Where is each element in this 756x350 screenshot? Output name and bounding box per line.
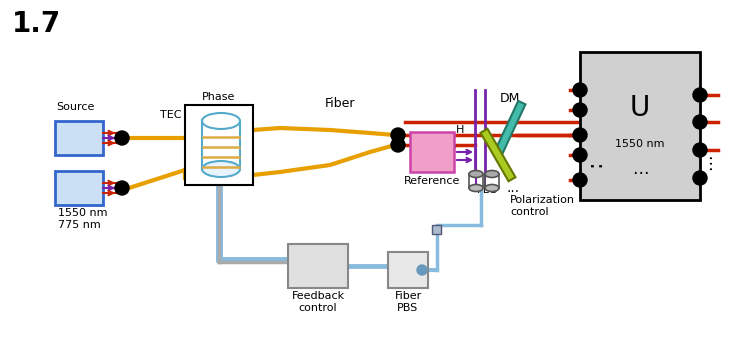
Circle shape [573, 83, 587, 97]
Text: Source: Source [56, 102, 94, 112]
Circle shape [573, 128, 587, 142]
Text: TEC: TEC [160, 110, 181, 120]
Text: 1550 nm: 1550 nm [615, 139, 665, 149]
Text: Fiber: Fiber [325, 97, 355, 110]
Bar [481, 129, 516, 181]
Circle shape [573, 103, 587, 117]
Bar [410, 132, 454, 172]
Ellipse shape [469, 170, 483, 177]
Text: ...: ... [506, 181, 519, 195]
Circle shape [115, 131, 129, 145]
Text: Reference: Reference [404, 176, 460, 186]
Text: DM: DM [500, 92, 520, 105]
Bar [494, 101, 525, 155]
Ellipse shape [202, 161, 240, 177]
Bar [288, 244, 348, 288]
Circle shape [115, 181, 129, 195]
Bar [580, 52, 700, 200]
Text: Phase
modulation: Phase modulation [187, 92, 251, 114]
Ellipse shape [469, 184, 483, 191]
Circle shape [693, 115, 707, 129]
Circle shape [693, 88, 707, 102]
Ellipse shape [485, 184, 499, 191]
Bar [55, 171, 103, 205]
Text: Feedback
control: Feedback control [291, 291, 345, 313]
Bar [185, 105, 253, 185]
Ellipse shape [202, 113, 240, 129]
Text: 1550 nm: 1550 nm [58, 208, 107, 218]
Ellipse shape [485, 170, 499, 177]
Text: :: : [584, 159, 604, 167]
Text: U: U [630, 94, 650, 122]
Circle shape [391, 138, 405, 152]
Text: 775 nm: 775 nm [58, 220, 101, 230]
Text: ⋯: ⋯ [632, 164, 649, 182]
Text: ⋯: ⋯ [701, 154, 719, 170]
Bar [432, 225, 441, 234]
Text: PBS: PBS [477, 185, 499, 195]
Text: H: H [456, 125, 464, 135]
Text: Fiber
PBS: Fiber PBS [395, 291, 422, 313]
Circle shape [391, 128, 405, 142]
Text: Polarization
control: Polarization control [510, 195, 575, 217]
Text: 1.7: 1.7 [12, 10, 61, 38]
Bar [388, 252, 428, 288]
Text: V: V [449, 145, 457, 155]
Circle shape [417, 265, 427, 275]
Circle shape [693, 171, 707, 185]
Circle shape [573, 148, 587, 162]
Circle shape [573, 173, 587, 187]
Bar [55, 121, 103, 155]
Circle shape [693, 143, 707, 157]
